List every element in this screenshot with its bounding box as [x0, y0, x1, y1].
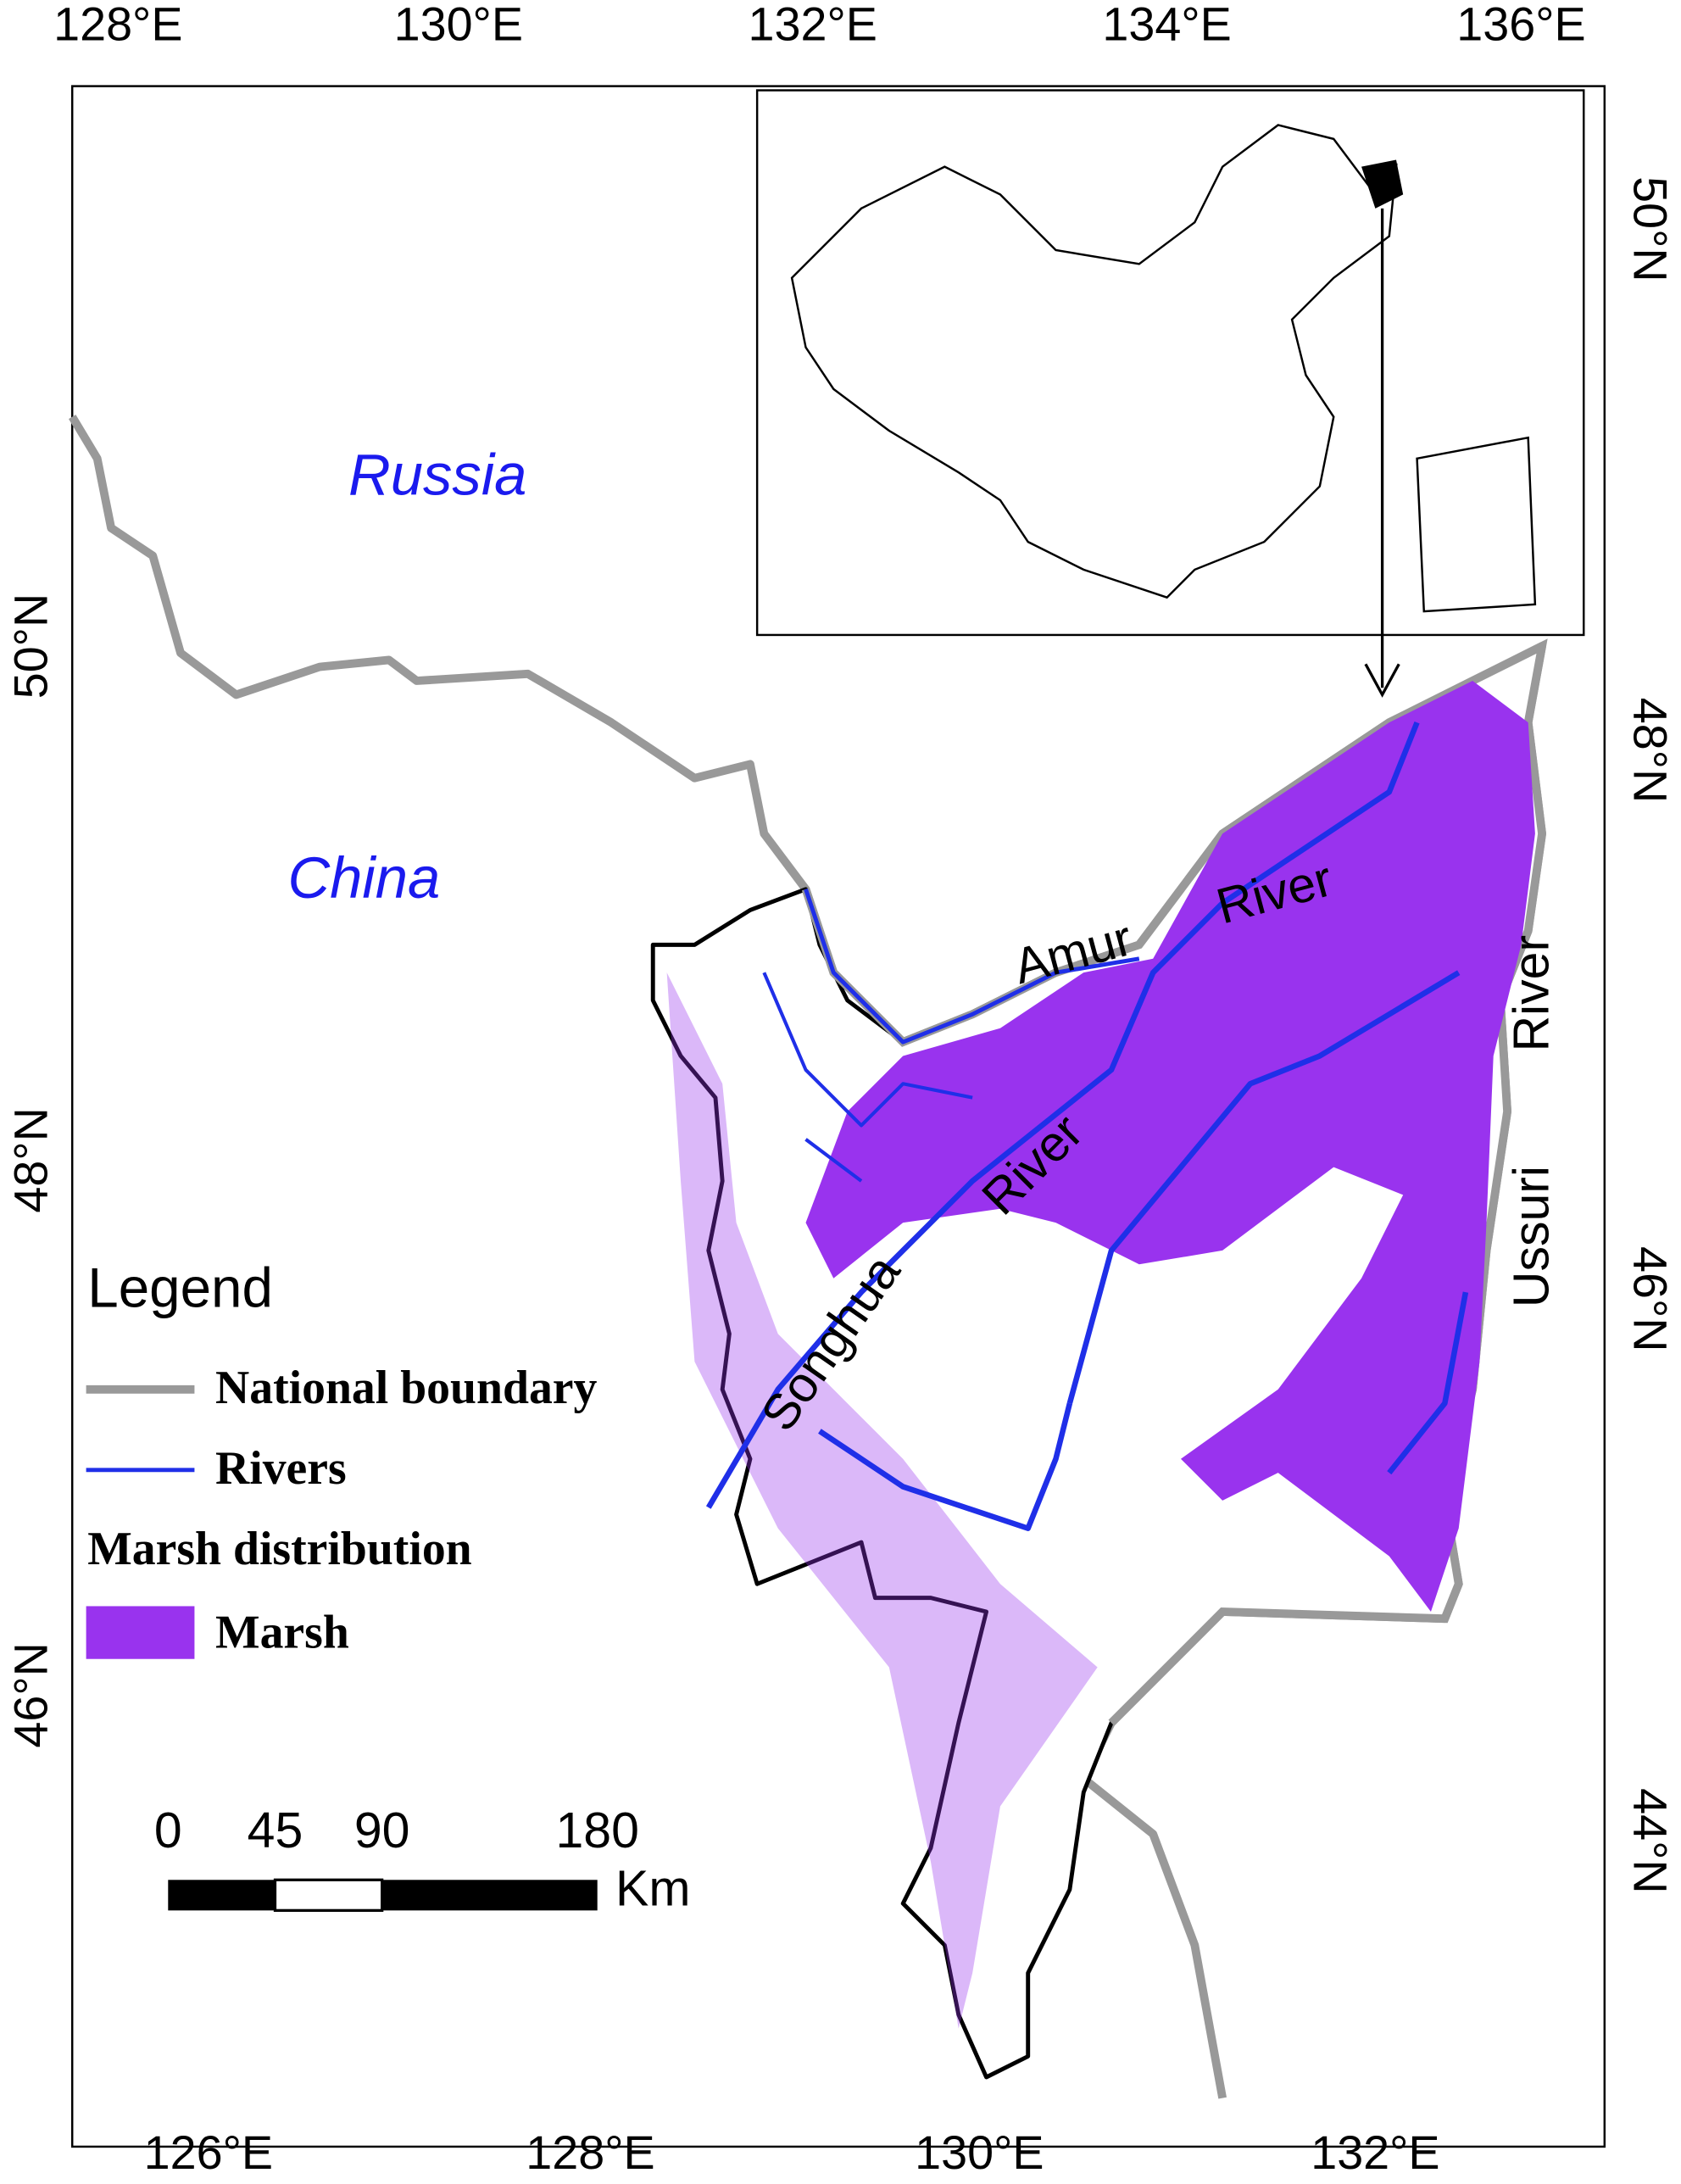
left-label: 48°N [5, 1107, 58, 1212]
scale-tick-label: 0 [154, 1802, 182, 1858]
river-label: River [1503, 935, 1559, 1052]
place-label: Russia [348, 443, 526, 508]
right-label: 46°N [1623, 1246, 1676, 1351]
inset-south-sea [1416, 436, 1537, 613]
minor-marsh [666, 972, 1098, 2029]
scale-unit: Km [615, 1861, 690, 1917]
scale-segment [273, 1878, 384, 1912]
rivers [705, 721, 1469, 1531]
inset-china [790, 124, 1398, 599]
right-label: 48°N [1623, 698, 1676, 803]
legend-item: National boundary [215, 1362, 598, 1414]
legend-title: Legend [87, 1256, 273, 1318]
scale-tick-label: 90 [354, 1802, 410, 1858]
top-label: 128°E [53, 0, 182, 50]
legend-item: Rivers [215, 1442, 347, 1495]
right-label: 50°N [1623, 176, 1676, 281]
bottom-label: 126°E [144, 2126, 273, 2179]
legend-marsh-symbol [86, 1606, 195, 1659]
bottom-label: 132°E [1311, 2126, 1439, 2179]
top-label: 130°E [394, 0, 523, 50]
marsh-area [805, 681, 1535, 1613]
river-label: Ussuri [1503, 1166, 1559, 1307]
left-label: 50°N [5, 593, 58, 699]
top-label: 134°E [1102, 0, 1231, 50]
bottom-label: 130°E [915, 2126, 1044, 2179]
legend-item: Marsh [215, 1606, 349, 1658]
right-label: 44°N [1623, 1788, 1676, 1893]
scale-tick-label: 45 [248, 1802, 303, 1858]
scale-segment [381, 1880, 598, 1911]
place-label: China [287, 845, 440, 911]
inset-arrowhead [1364, 663, 1400, 698]
top-label: 136°E [1456, 0, 1585, 50]
legend-heading: Marsh distribution [87, 1523, 471, 1575]
top-label: 132°E [749, 0, 877, 50]
scale-segment [168, 1880, 276, 1911]
bottom-label: 128°E [526, 2126, 654, 2179]
left-label: 46°N [5, 1642, 58, 1747]
scale-tick-label: 180 [555, 1802, 638, 1858]
inset-study-area [1361, 159, 1404, 209]
